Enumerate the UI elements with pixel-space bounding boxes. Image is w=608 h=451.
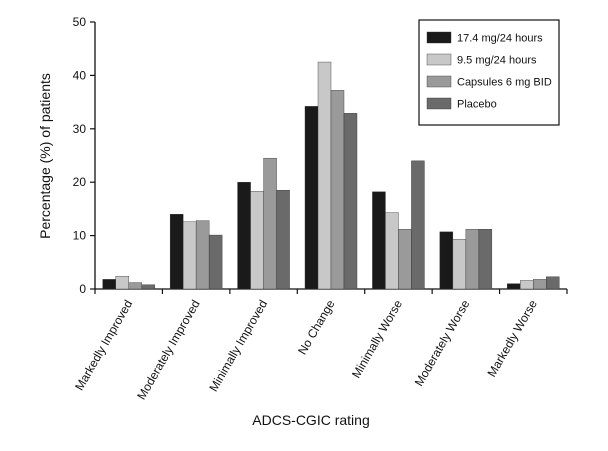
legend-swatch [426, 31, 452, 44]
legend-label: Capsules 6 mg BID [457, 77, 552, 89]
x-tick-label: Moderately Worse [412, 297, 473, 388]
bar [263, 157, 277, 290]
y-tick-label: 50 [73, 15, 87, 29]
legend-swatch [426, 97, 452, 110]
legend: 17.4 mg/24 hours 9.5 mg/24 hours Capsules … [418, 19, 560, 126]
bar [276, 190, 290, 290]
bar [237, 181, 251, 290]
bar [385, 212, 399, 290]
bar [439, 231, 454, 290]
y-tick-label: 30 [73, 122, 87, 136]
bar [208, 234, 223, 290]
x-tick-label: Markedly Worse [485, 297, 541, 379]
bar [330, 90, 345, 290]
bar [250, 191, 264, 290]
bar [141, 284, 155, 290]
x-tick-label: Markedly Improved [72, 298, 135, 393]
legend-swatch [426, 75, 452, 88]
bar [102, 279, 116, 290]
x-tick-label: Minimally Worse [349, 297, 405, 380]
bars [102, 61, 560, 290]
bar [465, 228, 480, 290]
bar [195, 220, 210, 290]
bar [343, 113, 358, 290]
x-axis-title: ADCS-CGIC rating [252, 412, 369, 428]
y-tick-label: 20 [73, 175, 87, 189]
legend-label: Placebo [457, 99, 497, 111]
bar [520, 280, 534, 290]
x-tick-label: No Change [295, 297, 338, 357]
bar [128, 282, 142, 290]
bar [411, 160, 425, 290]
bar [304, 106, 319, 290]
legend-swatch [426, 53, 452, 66]
bar [372, 191, 386, 290]
bar [478, 228, 493, 290]
bar [507, 283, 521, 290]
bar [115, 275, 129, 290]
bar [546, 276, 560, 290]
y-tick-label: 10 [73, 229, 87, 243]
x-tick-label: Minimally Improved [206, 298, 270, 395]
y-tick-label: 40 [73, 68, 87, 82]
bar [169, 214, 184, 290]
y-tick-label: 0 [79, 282, 86, 296]
x-tick-label: Moderately Improved [134, 298, 202, 403]
bar [452, 239, 467, 290]
bar [182, 221, 197, 290]
y-axis-title: Percentage (%) of patients [37, 73, 53, 239]
y-axis: 0 10 20 30 40 50 [73, 15, 95, 296]
bar [398, 228, 412, 290]
bar [533, 279, 547, 290]
bar [317, 61, 332, 290]
legend-label: 9.5 mg/24 hours [457, 55, 537, 67]
legend-label: 17.4 mg/24 hours [457, 33, 543, 45]
